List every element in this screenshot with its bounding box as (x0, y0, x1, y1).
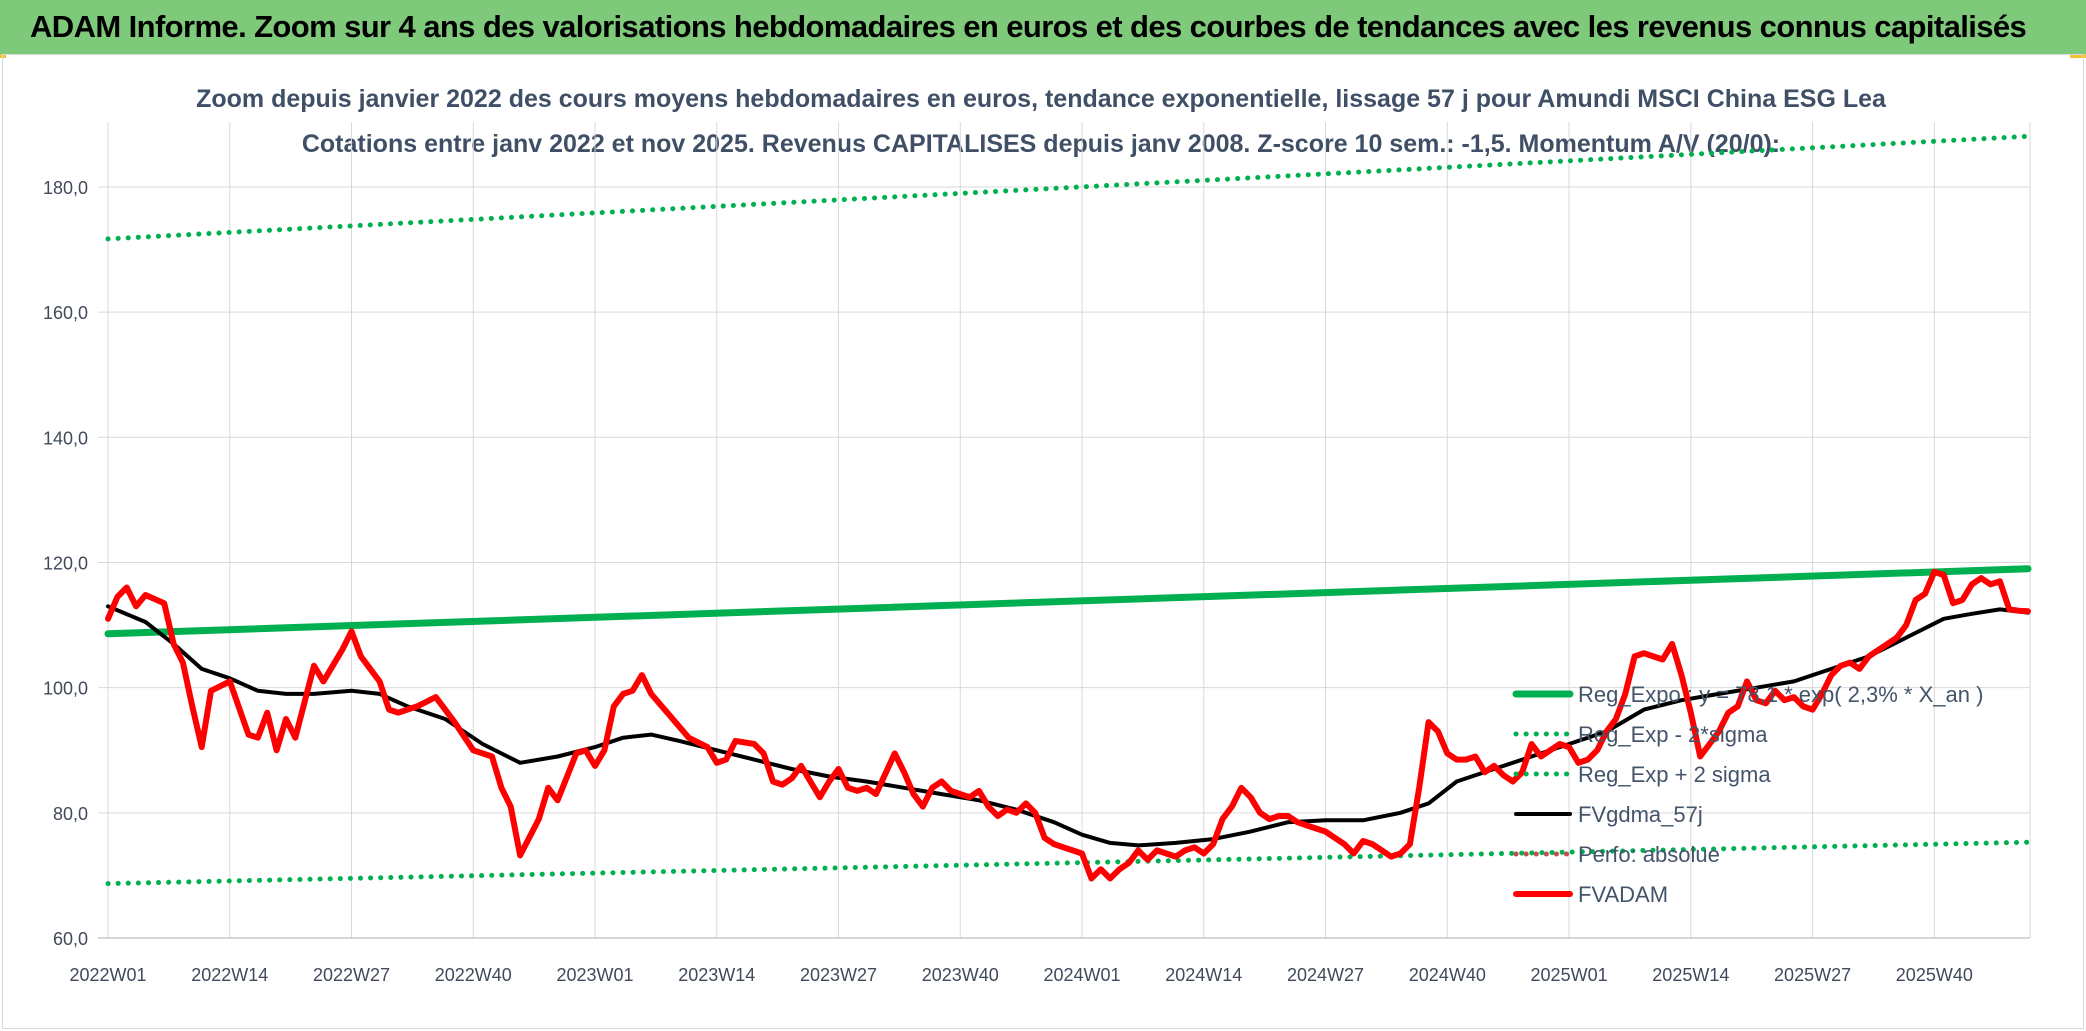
legend-label-reg-exp-2-sigma: Reg_Exp + 2 sigma (1578, 762, 1771, 787)
y-tick-label: 100,0 (43, 679, 88, 699)
x-tick-label: 2023W01 (556, 965, 633, 985)
x-tick-label: 2024W27 (1287, 965, 1364, 985)
y-tick-label: 60,0 (53, 929, 88, 949)
legend-label-fvadam: FVADAM (1578, 882, 1668, 907)
x-tick-label: 2022W14 (191, 965, 268, 985)
legend: Reg_Expo : y = 78,1 * exp( 2,3% * X_an )… (1512, 682, 1983, 907)
banner-accent-left (0, 54, 6, 58)
banner-title: ADAM Informe. Zoom sur 4 ans des valoris… (30, 9, 2027, 44)
series-fvadam (105, 568, 2031, 882)
x-tick-label: 2024W14 (1165, 965, 1242, 985)
x-tick-label: 2025W14 (1652, 965, 1729, 985)
x-tick-label: 2023W40 (922, 965, 999, 985)
header-banner: ADAM Informe. Zoom sur 4 ans des valoris… (0, 0, 2086, 54)
x-tick-label: 2025W27 (1774, 965, 1851, 985)
y-axis-ticks: 60,0 80,0 100,0 120,0 140,0 160,0 180,0 (43, 178, 88, 949)
x-tick-label: 2023W27 (800, 965, 877, 985)
y-tick-label: 180,0 (43, 178, 88, 198)
x-tick-label: 2025W01 (1531, 965, 1608, 985)
chart-title-line-2: Cotations entre janv 2022 et nov 2025. R… (302, 130, 1780, 158)
y-tick-label: 120,0 (43, 554, 88, 574)
legend-label-reg-exp-2-sigma: Reg_Exp - 2*sigma (1578, 722, 1768, 747)
x-tick-label: 2023W14 (678, 965, 755, 985)
y-tick-label: 80,0 (53, 804, 88, 824)
x-tick-label: 2022W27 (313, 965, 390, 985)
chart-frame (2, 54, 2084, 1029)
x-tick-label: 2024W40 (1409, 965, 1486, 985)
x-axis-ticks: 2022W01 2022W14 2022W27 2022W40 2023W01 2023W… (69, 965, 1972, 985)
series-layer (104, 133, 2032, 887)
y-tick-label: 140,0 (43, 428, 88, 448)
y-tick-label: 160,0 (43, 303, 88, 323)
grid-layer (98, 122, 2031, 939)
banner-accent-right (2070, 54, 2086, 58)
series-reg-exp-2-sigma (105, 133, 2031, 242)
x-tick-label: 2024W01 (1044, 965, 1121, 985)
x-tick-label: 2025W40 (1896, 965, 1973, 985)
legend-label-perfo-absolue: Perfo: absolue (1578, 842, 1720, 867)
legend-label-reg-expo-y-78-1-exp-2-3-x-an: Reg_Expo : y = 78,1 * exp( 2,3% * X_an ) (1578, 682, 1983, 707)
chart-title-line-1: Zoom depuis janvier 2022 des cours moyen… (196, 85, 1887, 113)
x-tick-label: 2022W01 (69, 965, 146, 985)
series-fvgdma-57j (106, 604, 2030, 848)
series-reg-exp-2-sigma (105, 839, 2031, 887)
legend-label-fvgdma-57j: FVgdma_57j (1578, 802, 1703, 827)
x-tick-label: 2022W40 (435, 965, 512, 985)
series-reg-expo-y-78-1-exp-2-3-x-an (104, 565, 2032, 638)
